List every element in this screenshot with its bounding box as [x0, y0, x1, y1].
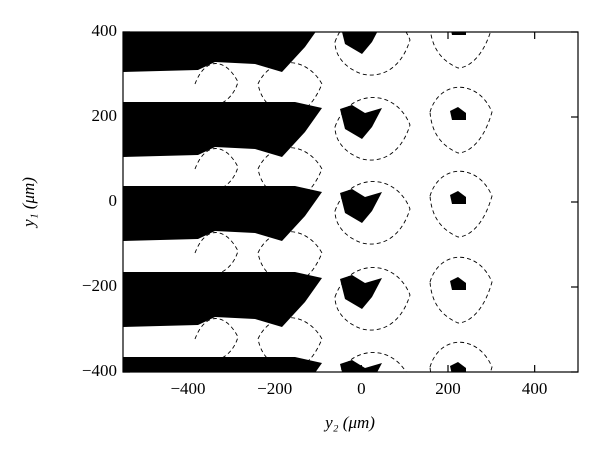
y-tick-label: −400	[82, 361, 117, 380]
x-tick-label: 200	[435, 379, 461, 398]
x-tick-label: −200	[257, 379, 292, 398]
y-tick-label: −200	[82, 276, 117, 295]
x-tick-label: 400	[522, 379, 548, 398]
x-tick-label: 0	[357, 379, 366, 398]
x-tick-label: −400	[170, 379, 205, 398]
y-axis-label: y₁ (μm)	[19, 177, 38, 229]
y-tick-label: 0	[109, 191, 118, 210]
x-axis-label: y₂ (μm)	[323, 413, 375, 432]
y-tick-label: 400	[92, 21, 118, 40]
y-tick-label: 200	[92, 106, 118, 125]
